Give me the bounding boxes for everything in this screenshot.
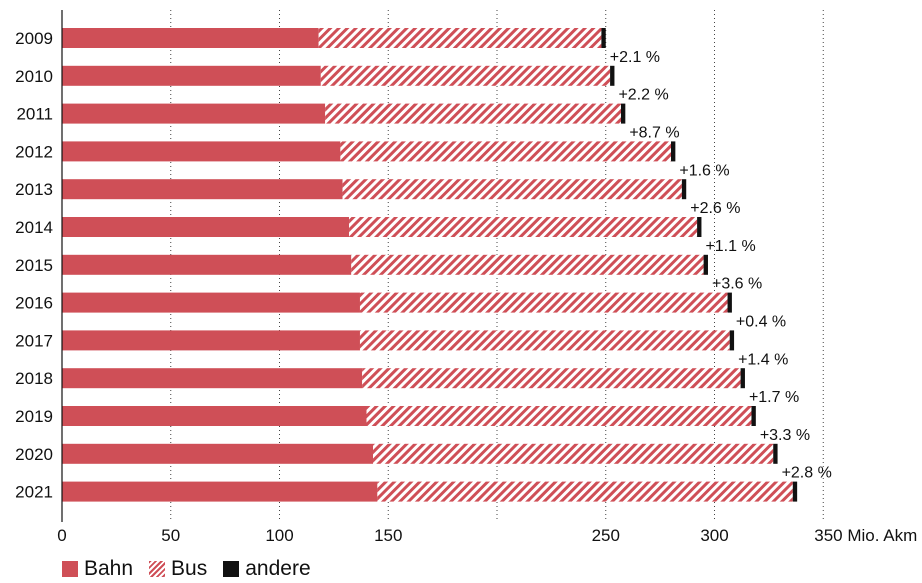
x-tick-label-300: 300 xyxy=(700,526,728,545)
x-tick-label-350: 350 Mio. Akm xyxy=(814,526,917,545)
bar-andere-2018 xyxy=(740,368,745,389)
y-tick-label-2018: 2018 xyxy=(15,369,53,388)
bar-bus-2017 xyxy=(359,330,730,351)
y-tick-label-2015: 2015 xyxy=(15,256,53,275)
bar-andere-2014 xyxy=(697,217,702,237)
bar-andere-2013 xyxy=(681,179,687,200)
bar-bus-2012 xyxy=(340,141,671,162)
y-tick-label-2012: 2012 xyxy=(15,142,53,161)
bar-andere-2021 xyxy=(792,481,798,502)
change-label-2014: +2.6 % xyxy=(690,200,740,217)
bar-bus-2010 xyxy=(320,65,611,86)
bar-bahn-2018 xyxy=(62,368,363,389)
legend-item-andere: andere xyxy=(223,557,311,581)
change-label-2017: +0.4 % xyxy=(736,314,786,331)
bahn-swatch-icon xyxy=(62,561,78,577)
bar-bahn-2010 xyxy=(62,65,321,86)
bar-bahn-2021 xyxy=(62,481,378,502)
x-tick-label-0: 0 xyxy=(57,526,66,545)
change-label-2013: +1.6 % xyxy=(679,162,729,179)
bars xyxy=(62,28,798,502)
y-tick-label-2021: 2021 xyxy=(15,483,53,502)
y-tick-label-2020: 2020 xyxy=(15,445,53,464)
bar-bus-2013 xyxy=(342,179,682,200)
y-tick-label-2017: 2017 xyxy=(15,331,53,350)
legend-item-bus: Bus xyxy=(149,557,207,581)
bar-bus-2015 xyxy=(351,254,704,275)
legend-item-bahn: Bahn xyxy=(62,557,133,581)
bar-andere-2017 xyxy=(729,330,735,351)
x-tick-label-150: 150 xyxy=(374,526,402,545)
bar-andere-2010 xyxy=(610,65,615,86)
andere-swatch-icon xyxy=(223,561,240,577)
bar-bahn-2015 xyxy=(62,254,352,275)
bar-bahn-2019 xyxy=(62,406,367,426)
y-tick-label-2010: 2010 xyxy=(15,67,53,86)
y-tick-label-2014: 2014 xyxy=(15,218,53,237)
y-tick-label-2016: 2016 xyxy=(15,294,53,313)
bar-bus-2018 xyxy=(362,368,741,389)
legend-label-bus: Bus xyxy=(171,557,208,580)
legend-label-andere: andere xyxy=(245,557,311,580)
y-tick-label-2019: 2019 xyxy=(15,407,53,426)
legend: Bahn Bus andere xyxy=(62,556,327,582)
change-label-2016: +3.6 % xyxy=(712,276,762,293)
change-label-2020: +3.3 % xyxy=(760,427,810,444)
bar-bahn-2011 xyxy=(62,103,326,124)
bar-bus-2021 xyxy=(377,481,793,502)
change-label-2010: +2.1 % xyxy=(610,49,660,66)
legend-label-bahn: Bahn xyxy=(84,557,134,580)
bar-bus-2011 xyxy=(325,103,621,124)
bar-andere-2019 xyxy=(751,406,756,426)
change-label-2011: +2.2 % xyxy=(618,87,668,104)
y-tick-label-2013: 2013 xyxy=(15,180,53,199)
bar-bahn-2013 xyxy=(62,179,343,200)
x-tick-label-250: 250 xyxy=(592,526,620,545)
bar-andere-2016 xyxy=(727,292,732,313)
x-tick-label-100: 100 xyxy=(265,526,293,545)
bar-andere-2015 xyxy=(703,254,708,275)
bar-bus-2014 xyxy=(349,217,698,237)
bar-bahn-2012 xyxy=(62,141,341,162)
x-tick-label-50: 50 xyxy=(161,526,180,545)
change-label-2015: +1.1 % xyxy=(705,238,755,255)
labels: 2009 2010 +2.1 % 2011 +2.2 % 2012 +8.7 % 2013 +1… xyxy=(15,29,917,545)
change-label-2018: +1.4 % xyxy=(738,351,788,368)
bar-bahn-2014 xyxy=(62,217,350,237)
grid-lines xyxy=(170,10,824,520)
bar-bahn-2016 xyxy=(62,292,360,313)
bar-andere-2011 xyxy=(620,103,626,124)
bar-bus-2020 xyxy=(373,443,774,464)
bar-andere-2020 xyxy=(773,443,778,464)
y-tick-label-2009: 2009 xyxy=(15,29,53,48)
bar-bahn-2020 xyxy=(62,443,374,464)
bar-bus-2009 xyxy=(318,28,602,48)
change-label-2019: +1.7 % xyxy=(749,389,799,406)
bar-bus-2019 xyxy=(366,406,752,426)
bar-andere-2012 xyxy=(671,141,676,162)
y-tick-label-2011: 2011 xyxy=(16,105,53,124)
change-label-2021: +2.8 % xyxy=(782,465,832,482)
bar-bus-2016 xyxy=(359,292,728,313)
bus-swatch-icon xyxy=(149,561,166,577)
bar-andere-2009 xyxy=(601,28,606,48)
bar-bahn-2009 xyxy=(62,28,319,48)
bar-bahn-2017 xyxy=(62,330,360,351)
change-label-2012: +8.7 % xyxy=(629,125,679,142)
